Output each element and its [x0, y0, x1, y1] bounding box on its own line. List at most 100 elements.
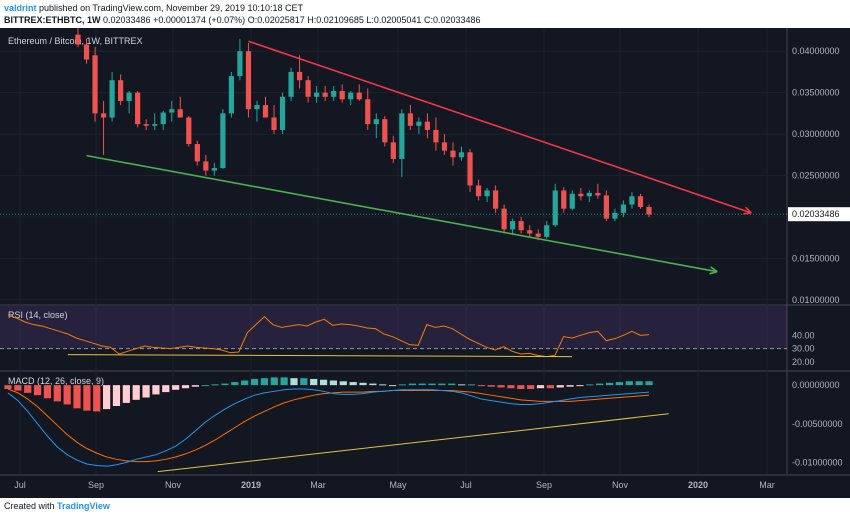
x-tick-label: Mar [759, 480, 775, 490]
chart-area[interactable]: Jul Sep Nov 2019 Mar May Jul Sep Nov 2020 Mar 0.010… [0, 26, 850, 498]
candle-body [356, 92, 362, 100]
resistance-trendline [248, 40, 752, 214]
x-tick-label: Mar [310, 480, 326, 490]
candle-body [271, 117, 277, 130]
macd-divergence-line [157, 413, 669, 473]
candle-body [458, 152, 465, 158]
open-value: 0.02025817 [257, 15, 305, 25]
candle-body [143, 124, 149, 126]
candle-body [169, 109, 175, 113]
price-change: +0.00001374 (+0.07%) [153, 15, 246, 25]
candle-body [135, 92, 141, 125]
macd-histogram-bar [329, 380, 338, 386]
macd-histogram-bar [103, 385, 111, 410]
candle-body [569, 193, 575, 209]
candle-body [348, 92, 354, 100]
candle-body [177, 109, 183, 118]
macd-histogram-bar [310, 378, 318, 386]
candle-body [254, 105, 260, 110]
chart-svg[interactable]: Jul Sep Nov 2019 Mar May Jul Sep Nov 2020 Mar 0.010… [0, 26, 850, 498]
macd-histogram-bar [181, 385, 190, 389]
rsi-band [0, 306, 787, 349]
candle-body [527, 230, 533, 234]
close-label: C: [423, 15, 433, 25]
candle-body [109, 80, 115, 118]
macd-histogram-bar [527, 385, 535, 389]
macd-histogram-bar [487, 385, 495, 387]
candle-body [518, 221, 524, 231]
candle-body [450, 150, 456, 158]
candle-body [279, 96, 286, 130]
macd-histogram-bar [586, 384, 594, 386]
candle-body [228, 76, 235, 114]
macd-histogram-bar [418, 383, 426, 386]
macd-histogram-bar [33, 385, 42, 396]
candle-body [501, 208, 507, 230]
macd-histogram-bar [211, 384, 219, 386]
candle-body [399, 113, 405, 159]
last-price-label: 0.02033486 [792, 209, 840, 219]
resistance-trendline-arrow [745, 206, 752, 214]
macd-histogram-bar [546, 385, 554, 389]
price-pane-title: Ethereum / Bitcoin, 1W, BITTREX [8, 36, 143, 46]
macd-histogram-bar [201, 385, 209, 387]
chart-header: valdrint published on TradingView.com, N… [0, 0, 850, 28]
candle-body [331, 90, 337, 97]
rsi-divergence-line [67, 354, 573, 358]
macd-histogram-bar [635, 381, 643, 386]
candle-body [637, 196, 644, 208]
candle-body [424, 121, 431, 130]
low-value: 0.02005041 [373, 15, 422, 25]
macd-histogram-bar [132, 385, 140, 400]
y-tick-label: 0.04000000 [792, 46, 840, 56]
high-value: 0.02109685 [316, 15, 364, 25]
macd-histogram-bar [349, 382, 357, 386]
author-name[interactable]: valdrint [4, 3, 37, 13]
candle-body [475, 185, 482, 197]
tradingview-brand[interactable]: TradingView [57, 501, 110, 511]
macd-histogram-bar [458, 384, 466, 386]
macd-histogram-bar [339, 381, 347, 386]
macd-histogram-bar [379, 384, 387, 386]
macd-histogram-bar [369, 383, 377, 386]
close-value: 0.02033486 [432, 15, 481, 25]
macd-line [7, 388, 650, 467]
macd-histogram-bar [398, 384, 407, 386]
x-tick-label: Sep [536, 480, 552, 490]
candle-body [339, 90, 345, 100]
candle-body [75, 34, 81, 45]
created-with-text: Created with TradingView [4, 501, 110, 511]
y-tick-label: 0.01000000 [792, 295, 840, 305]
candle-body [194, 144, 200, 162]
macd-histogram-bar [73, 385, 81, 409]
macd-histogram-bar [250, 378, 259, 386]
support-trendline-arrow [710, 266, 718, 273]
candle-body [382, 119, 388, 143]
candle-body [92, 55, 98, 114]
candle-body [245, 51, 252, 110]
candle-body [407, 113, 413, 126]
candle-body [578, 193, 584, 197]
macd-histogram-bar [53, 385, 61, 402]
macd-histogram-bar [112, 385, 121, 406]
x-tick-label: 2019 [241, 480, 261, 490]
published-text: published on TradingView.com, November 2… [39, 3, 304, 13]
macd-histogram-bar [448, 383, 456, 386]
macd-histogram-bar [231, 382, 239, 386]
macd-histogram-bar [389, 385, 397, 387]
candle-body [118, 80, 124, 101]
macd-histogram-bar [152, 385, 160, 395]
candle-body [510, 221, 516, 230]
rsi-tick-label: 40.00 [792, 330, 815, 340]
candle-body [262, 105, 269, 118]
macd-histogram-bar [63, 385, 71, 405]
candle-body [544, 225, 550, 237]
candle-body [322, 92, 328, 97]
candle-body [467, 152, 473, 186]
chart-background [0, 28, 850, 498]
macd-histogram-bar [536, 385, 545, 389]
y-tick-label: 0.03500000 [792, 88, 840, 98]
candle-body [586, 192, 592, 197]
candle-body [160, 112, 166, 125]
high-label: H: [307, 15, 317, 25]
